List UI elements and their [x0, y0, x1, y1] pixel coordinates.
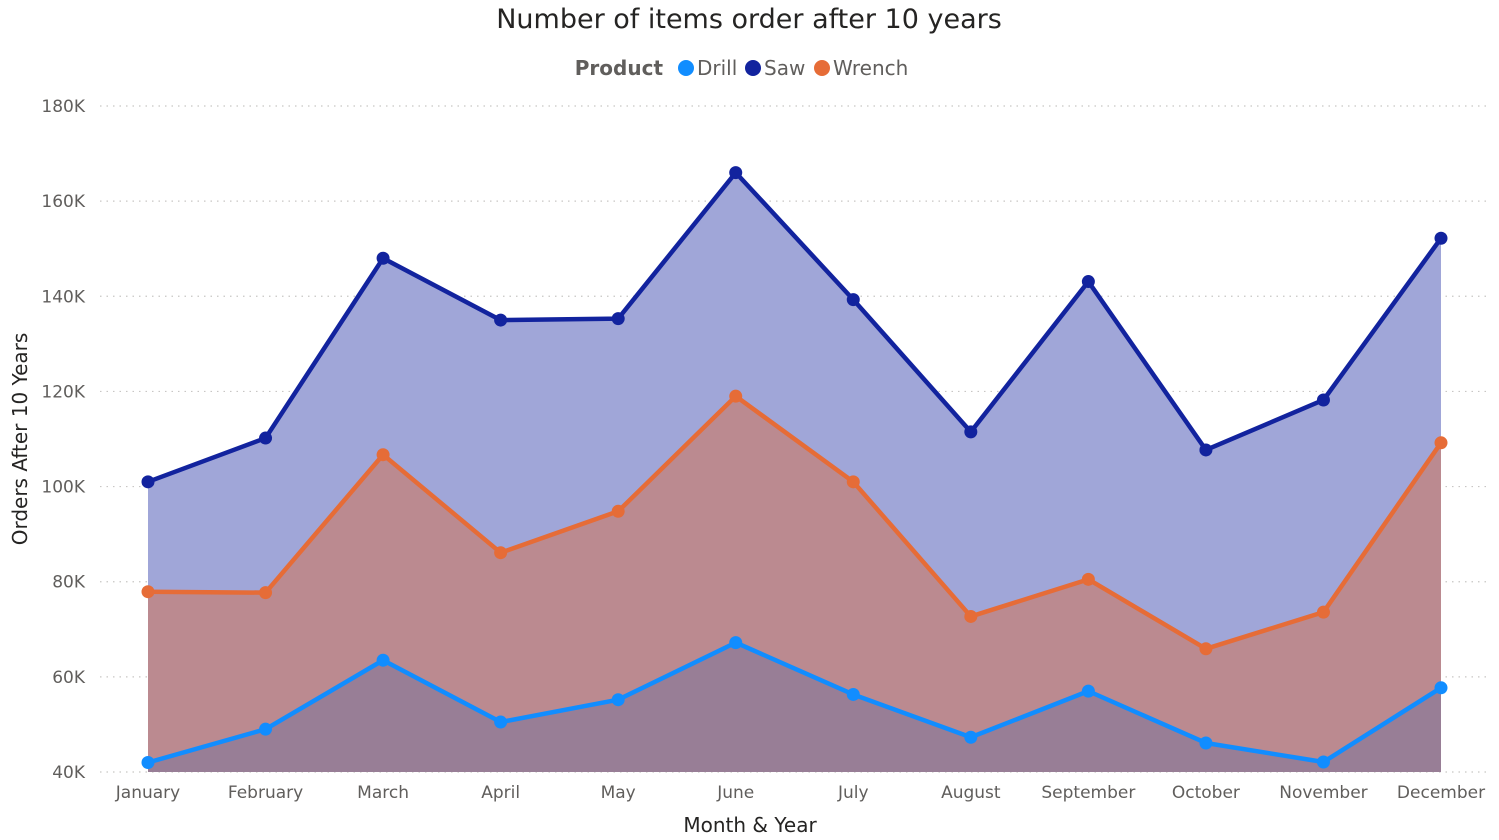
point-wrench [846, 475, 860, 489]
legend-label-wrench: Wrench [833, 56, 908, 80]
point-wrench [494, 546, 508, 560]
x-tick-label: August [941, 783, 1001, 803]
x-axis-ticks: January February March April May June July Augu… [115, 783, 1485, 803]
legend-marker-drill [678, 60, 694, 76]
x-tick-label: May [601, 783, 636, 803]
y-axis-title: Orders After 10 Years [8, 333, 32, 546]
legend: Product Drill Saw Wrench [575, 56, 909, 80]
legend-label-saw: Saw [764, 56, 805, 80]
x-tick-label: March [357, 783, 409, 803]
point-drill [494, 715, 508, 729]
y-axis-ticks: 40K 60K 80K 100K 120K 140K 160K 180K [41, 97, 85, 783]
point-drill [1316, 755, 1330, 769]
x-tick-label: October [1172, 783, 1240, 803]
point-wrench [1081, 572, 1095, 586]
point-drill [1081, 684, 1095, 698]
point-wrench [259, 586, 273, 600]
point-saw [846, 293, 860, 307]
point-wrench [964, 609, 978, 623]
x-tick-label: April [481, 783, 520, 803]
x-tick-label: June [716, 783, 754, 803]
line-saw [147, 170, 1443, 484]
point-drill [964, 730, 978, 744]
y-tick-label: 80K [52, 573, 86, 593]
y-tick-label: 60K [52, 668, 86, 688]
x-tick-label: February [228, 783, 303, 803]
point-saw [964, 425, 978, 439]
line-wrench [147, 393, 1443, 652]
point-drill [259, 722, 273, 736]
point-wrench [376, 448, 390, 462]
point-drill [729, 636, 743, 650]
y-tick-label: 40K [52, 763, 86, 783]
point-saw [1081, 275, 1095, 289]
y-tick-label: 120K [41, 382, 85, 402]
point-wrench [1316, 605, 1330, 619]
area-fills [148, 172, 1441, 773]
y-tick-label: 100K [41, 478, 85, 498]
y-tick-label: 180K [41, 97, 85, 117]
x-tick-label: January [115, 783, 180, 803]
x-tick-label: December [1397, 783, 1485, 803]
series-lines [147, 170, 1443, 765]
point-drill [1199, 736, 1213, 750]
point-wrench [729, 389, 743, 403]
point-saw [494, 313, 508, 327]
point-wrench [1199, 642, 1213, 656]
point-drill [141, 755, 155, 769]
point-drill [611, 693, 625, 707]
x-tick-label: September [1041, 783, 1135, 803]
point-wrench [141, 585, 155, 599]
point-wrench [1434, 436, 1448, 450]
legend-label-drill: Drill [697, 56, 737, 80]
area-wrench [148, 396, 1441, 772]
point-saw [729, 166, 743, 180]
legend-marker-wrench [814, 60, 830, 76]
point-drill [1434, 681, 1448, 695]
x-tick-label: July [837, 783, 869, 803]
x-axis-title: Month & Year [683, 813, 817, 837]
point-saw [259, 431, 273, 445]
point-saw [1199, 443, 1213, 457]
line-drill [147, 640, 1443, 765]
series-markers [141, 166, 1448, 769]
point-saw [1316, 393, 1330, 407]
legend-items: Drill Saw Wrench [678, 56, 908, 80]
legend-title: Product [575, 56, 664, 80]
point-wrench [611, 504, 625, 518]
y-tick-label: 140K [41, 287, 85, 307]
point-saw [141, 475, 155, 489]
point-saw [376, 251, 390, 265]
point-drill [376, 653, 390, 667]
point-saw [611, 312, 625, 326]
legend-marker-saw [745, 60, 761, 76]
chart-title: Number of items order after 10 years [496, 4, 1002, 35]
point-drill [846, 687, 860, 701]
y-tick-label: 160K [41, 192, 85, 212]
area-drill [148, 642, 1441, 772]
x-tick-label: November [1279, 783, 1367, 803]
point-saw [1434, 231, 1448, 245]
